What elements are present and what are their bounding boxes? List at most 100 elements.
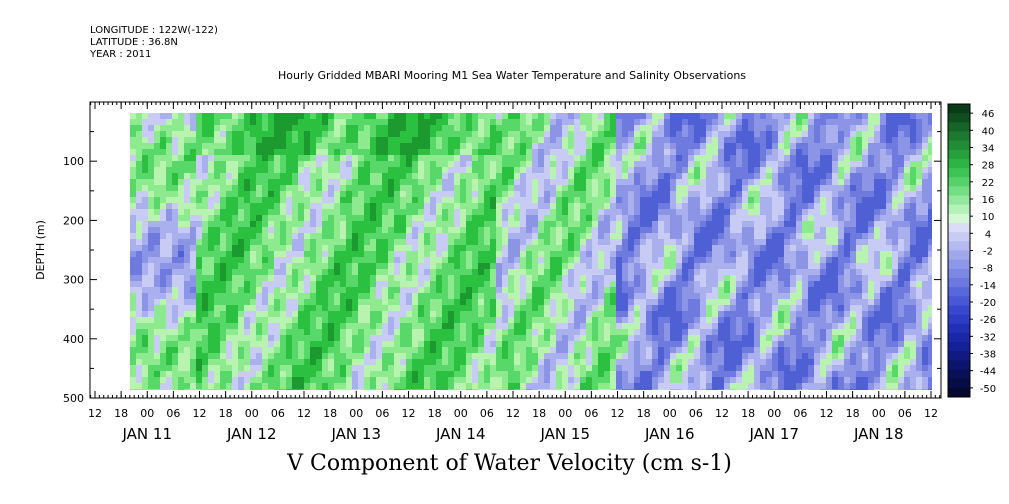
heatmap-cell (328, 143, 334, 149)
heatmap-cell (664, 371, 670, 377)
heatmap-cell (736, 263, 742, 269)
heatmap-cell (688, 209, 694, 215)
year-label: YEAR : 2011 (90, 49, 152, 60)
heatmap-cell (640, 329, 646, 335)
heatmap-cell (376, 287, 382, 293)
heatmap-cell (670, 155, 676, 161)
heatmap-cell (214, 293, 220, 299)
heatmap-cell (712, 113, 718, 119)
heatmap-cell (436, 251, 442, 257)
heatmap-cell (508, 173, 514, 179)
heatmap-cell (268, 371, 274, 377)
heatmap-cell (526, 365, 532, 371)
heatmap-cell (322, 329, 328, 335)
heatmap-cell (604, 113, 610, 119)
heatmap-cell (406, 221, 412, 227)
heatmap-cell (670, 209, 676, 215)
heatmap-cell (364, 257, 370, 263)
heatmap-cell (550, 113, 556, 119)
heatmap-cell (604, 215, 610, 221)
heatmap-cell (370, 371, 376, 377)
heatmap-cell (238, 389, 244, 390)
heatmap-cell (694, 149, 700, 155)
heatmap-cell (316, 275, 322, 281)
heatmap-cell (598, 227, 604, 233)
heatmap-cell (148, 209, 154, 215)
heatmap-cell (202, 383, 208, 389)
heatmap-cell (604, 287, 610, 293)
heatmap-cell (286, 215, 292, 221)
heatmap-cell (232, 125, 238, 131)
heatmap-cell (658, 209, 664, 215)
heatmap-cell (664, 335, 670, 341)
heatmap-cell (754, 137, 760, 143)
heatmap-cell (460, 371, 466, 377)
heatmap-cell (634, 179, 640, 185)
heatmap-cell (472, 347, 478, 353)
heatmap-cell (574, 113, 580, 119)
heatmap-cell (490, 119, 496, 125)
heatmap-cell (682, 359, 688, 365)
heatmap-cell (328, 323, 334, 329)
heatmap-cell (688, 293, 694, 299)
heatmap-cell (328, 113, 334, 119)
heatmap-cell (364, 239, 370, 245)
heatmap-cell (394, 311, 400, 317)
heatmap-cell (682, 113, 688, 119)
heatmap-cell (220, 263, 226, 269)
heatmap-cell (454, 155, 460, 161)
heatmap-cell (568, 239, 574, 245)
plot-title: Hourly Gridded MBARI Mooring M1 Sea Wate… (277, 69, 747, 82)
heatmap-cell (358, 227, 364, 233)
heatmap-cell (478, 233, 484, 239)
heatmap-cell (532, 311, 538, 317)
heatmap-cell (634, 131, 640, 137)
heatmap-cell (514, 215, 520, 221)
heatmap-cell (496, 197, 502, 203)
heatmap-cell (568, 293, 574, 299)
heatmap-cell (268, 221, 274, 227)
heatmap-cell (562, 281, 568, 287)
heatmap-cell (382, 371, 388, 377)
heatmap-cell (160, 179, 166, 185)
heatmap-cell (496, 185, 502, 191)
heatmap-cell (580, 359, 586, 365)
heatmap-cell (256, 185, 262, 191)
heatmap-cell (508, 137, 514, 143)
heatmap-cell (580, 269, 586, 275)
heatmap-cell (382, 167, 388, 173)
heatmap-cell (382, 191, 388, 197)
heatmap-cell (286, 191, 292, 197)
heatmap-cell (244, 227, 250, 233)
heatmap-cell (142, 323, 148, 329)
heatmap-cell (430, 305, 436, 311)
heatmap-cell (652, 173, 658, 179)
heatmap-cell (304, 311, 310, 317)
heatmap-cell (652, 239, 658, 245)
heatmap-cell (184, 119, 190, 125)
heatmap-cell (550, 161, 556, 167)
heatmap-cell (394, 221, 400, 227)
heatmap-cell (436, 149, 442, 155)
heatmap-cell (202, 311, 208, 317)
heatmap-cell (694, 389, 700, 390)
heatmap-cell (352, 149, 358, 155)
heatmap-cell (610, 323, 616, 329)
heatmap-cell (262, 239, 268, 245)
heatmap-cell (538, 257, 544, 263)
heatmap-cell (328, 275, 334, 281)
heatmap-cell (130, 173, 136, 179)
heatmap-cell (406, 137, 412, 143)
heatmap-cell (322, 371, 328, 377)
heatmap-cell (532, 155, 538, 161)
heatmap-cell (658, 383, 664, 389)
heatmap-cell (586, 311, 592, 317)
heatmap-cell (484, 389, 490, 390)
heatmap-cell (430, 335, 436, 341)
heatmap-cell (760, 371, 766, 377)
heatmap-cell (178, 209, 184, 215)
heatmap-cell (286, 389, 292, 390)
heatmap-cell (196, 371, 202, 377)
heatmap-cell (304, 257, 310, 263)
heatmap-cell (208, 239, 214, 245)
